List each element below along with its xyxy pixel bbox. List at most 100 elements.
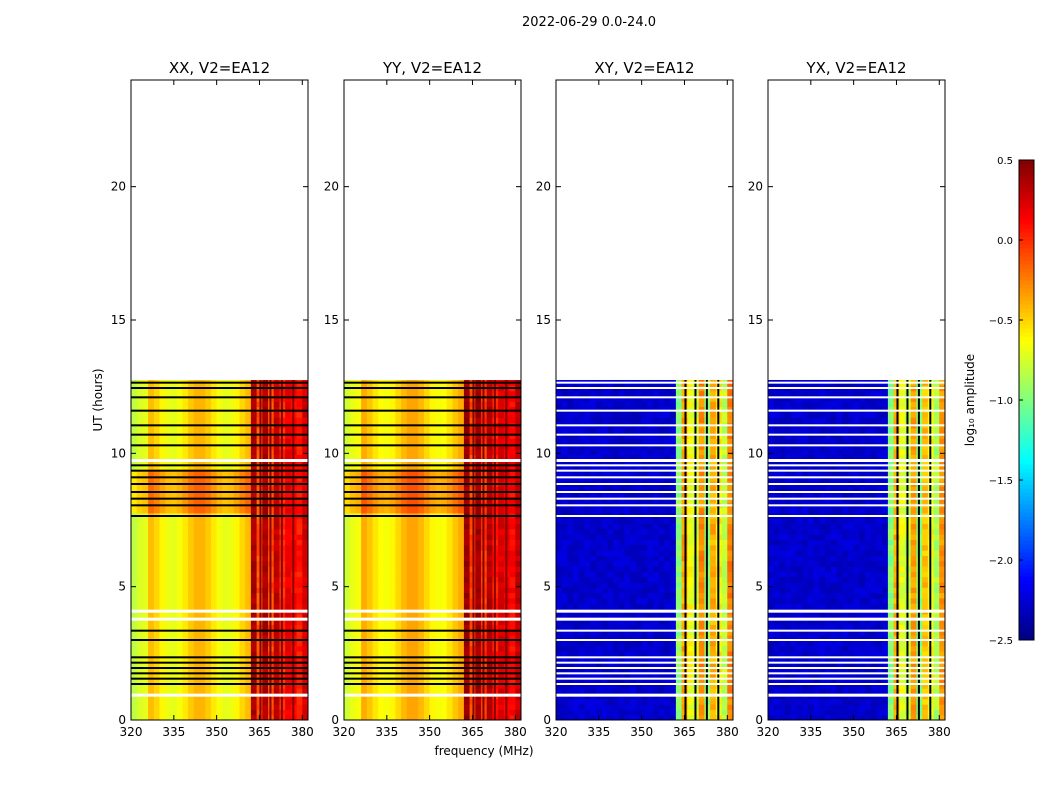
flagged-row-line — [556, 515, 733, 517]
flagged-row-line — [556, 656, 733, 659]
colorbar-segment — [1019, 360, 1034, 365]
colorbar-segment — [1019, 452, 1034, 457]
colorbar-segment — [1019, 616, 1034, 621]
colorbar-segment — [1019, 560, 1034, 565]
colorbar-segment — [1019, 620, 1034, 625]
colorbar-segment — [1019, 164, 1034, 169]
colorbar-tick-label: −2.0 — [989, 556, 1013, 567]
flagged-row-line — [556, 396, 733, 399]
flagged-row-line — [768, 672, 945, 675]
colorbar-segment — [1019, 392, 1034, 397]
flagged-row-line — [768, 515, 945, 517]
flagged-row-line — [556, 639, 733, 641]
colorbar-segment — [1019, 568, 1034, 573]
flagged-channel-line — [472, 380, 475, 720]
flagged-row-line — [131, 677, 308, 680]
colorbar-segment — [1019, 296, 1034, 301]
colorbar-segment — [1019, 264, 1034, 269]
y-tick-label: 20 — [536, 180, 551, 194]
panel-3: YX, V2=EA12 320 335 350 365 380 0 5 10 15 20 — [748, 59, 951, 739]
colorbar-segment — [1019, 612, 1034, 617]
flagged-row-line — [768, 491, 945, 493]
y-tick-label: 20 — [748, 180, 763, 194]
colorbar-segment — [1019, 192, 1034, 197]
colorbar-segment — [1019, 580, 1034, 585]
flagged-row-line — [344, 617, 521, 621]
colorbar-segment — [1019, 268, 1034, 273]
colorbar-segment — [1019, 460, 1034, 465]
flagged-row-line — [344, 424, 521, 427]
flagged-channel-line — [505, 380, 508, 720]
colorbar-segment — [1019, 224, 1034, 229]
colorbar-segment — [1019, 364, 1034, 369]
colorbar-segment — [1019, 176, 1034, 181]
x-tick-label: 380 — [716, 725, 739, 739]
y-tick-label: 0 — [543, 713, 551, 727]
colorbar-segment — [1019, 316, 1034, 321]
colorbar-segment — [1019, 548, 1034, 553]
colorbar-segment — [1019, 512, 1034, 517]
colorbar-segment — [1019, 256, 1034, 261]
flagged-row-line — [344, 444, 521, 447]
colorbar-segment — [1019, 552, 1034, 557]
colorbar-segment — [1019, 488, 1034, 493]
panel-1: YY, V2=EA12 320 335 350 365 380 0 5 10 15 20 — [324, 59, 527, 739]
flagged-row-line — [344, 464, 521, 467]
flagged-row-line — [344, 433, 521, 436]
colorbar-segment — [1019, 276, 1034, 281]
x-tick-label: 320 — [333, 725, 356, 739]
colorbar-segment — [1019, 556, 1034, 561]
figure-title: 2022-06-29 0.0-24.0 — [522, 15, 656, 30]
flagged-row-line — [131, 656, 308, 659]
flagged-row-line — [344, 683, 521, 685]
flagged-row-line — [768, 483, 945, 485]
flagged-channel-line — [717, 380, 720, 720]
x-tick-label: 335 — [799, 725, 822, 739]
colorbar-segment — [1019, 240, 1034, 245]
flagged-row-line — [556, 672, 733, 675]
flagged-row-line — [131, 464, 308, 467]
panel-title: XY, V2=EA12 — [594, 59, 694, 77]
colorbar-segment — [1019, 212, 1034, 217]
colorbar-segment — [1019, 396, 1034, 401]
flagged-row-line — [131, 469, 308, 472]
flagged-row-line — [556, 677, 733, 680]
x-tick-label: 365 — [248, 725, 271, 739]
flagged-row-line — [131, 672, 308, 675]
flagged-row-line — [556, 469, 733, 472]
flagged-row-line — [131, 497, 308, 500]
colorbar-segment — [1019, 412, 1034, 417]
x-tick-label: 380 — [504, 725, 527, 739]
flagged-row-line — [768, 424, 945, 427]
heatmap-cells — [131, 380, 308, 720]
flagged-row-line — [768, 476, 945, 479]
colorbar-segment — [1019, 300, 1034, 305]
y-tick-label: 5 — [331, 580, 339, 594]
panel-2: XY, V2=EA12 320 335 350 365 380 0 5 10 15 20 — [536, 59, 739, 739]
colorbar-segment — [1019, 496, 1034, 501]
panel-frame — [767, 79, 946, 721]
colorbar-segment — [1019, 408, 1034, 413]
flagged-row-line — [344, 515, 521, 517]
colorbar-segment — [1019, 528, 1034, 533]
colorbar-segment — [1019, 196, 1034, 201]
flagged-row-line — [131, 424, 308, 427]
colorbar-segment — [1019, 536, 1034, 541]
flagged-row-line — [556, 609, 733, 613]
colorbar-segment — [1019, 468, 1034, 473]
flagged-row-line — [556, 491, 733, 493]
colorbar-segment — [1019, 204, 1034, 209]
flagged-row-line — [556, 424, 733, 427]
flagged-row-line — [131, 381, 308, 384]
y-tick-label: 20 — [324, 180, 339, 194]
colorbar-segment — [1019, 572, 1034, 577]
colorbar-segment — [1019, 504, 1034, 509]
colorbar-segment — [1019, 216, 1034, 221]
panel-title: YY, V2=EA12 — [382, 59, 482, 77]
flagged-row-line — [344, 387, 521, 389]
y-tick-label: 5 — [118, 580, 126, 594]
flagged-row-line — [344, 497, 521, 500]
flagged-row-line — [768, 683, 945, 685]
x-tick-label: 350 — [205, 725, 228, 739]
flagged-row-line — [768, 609, 945, 613]
